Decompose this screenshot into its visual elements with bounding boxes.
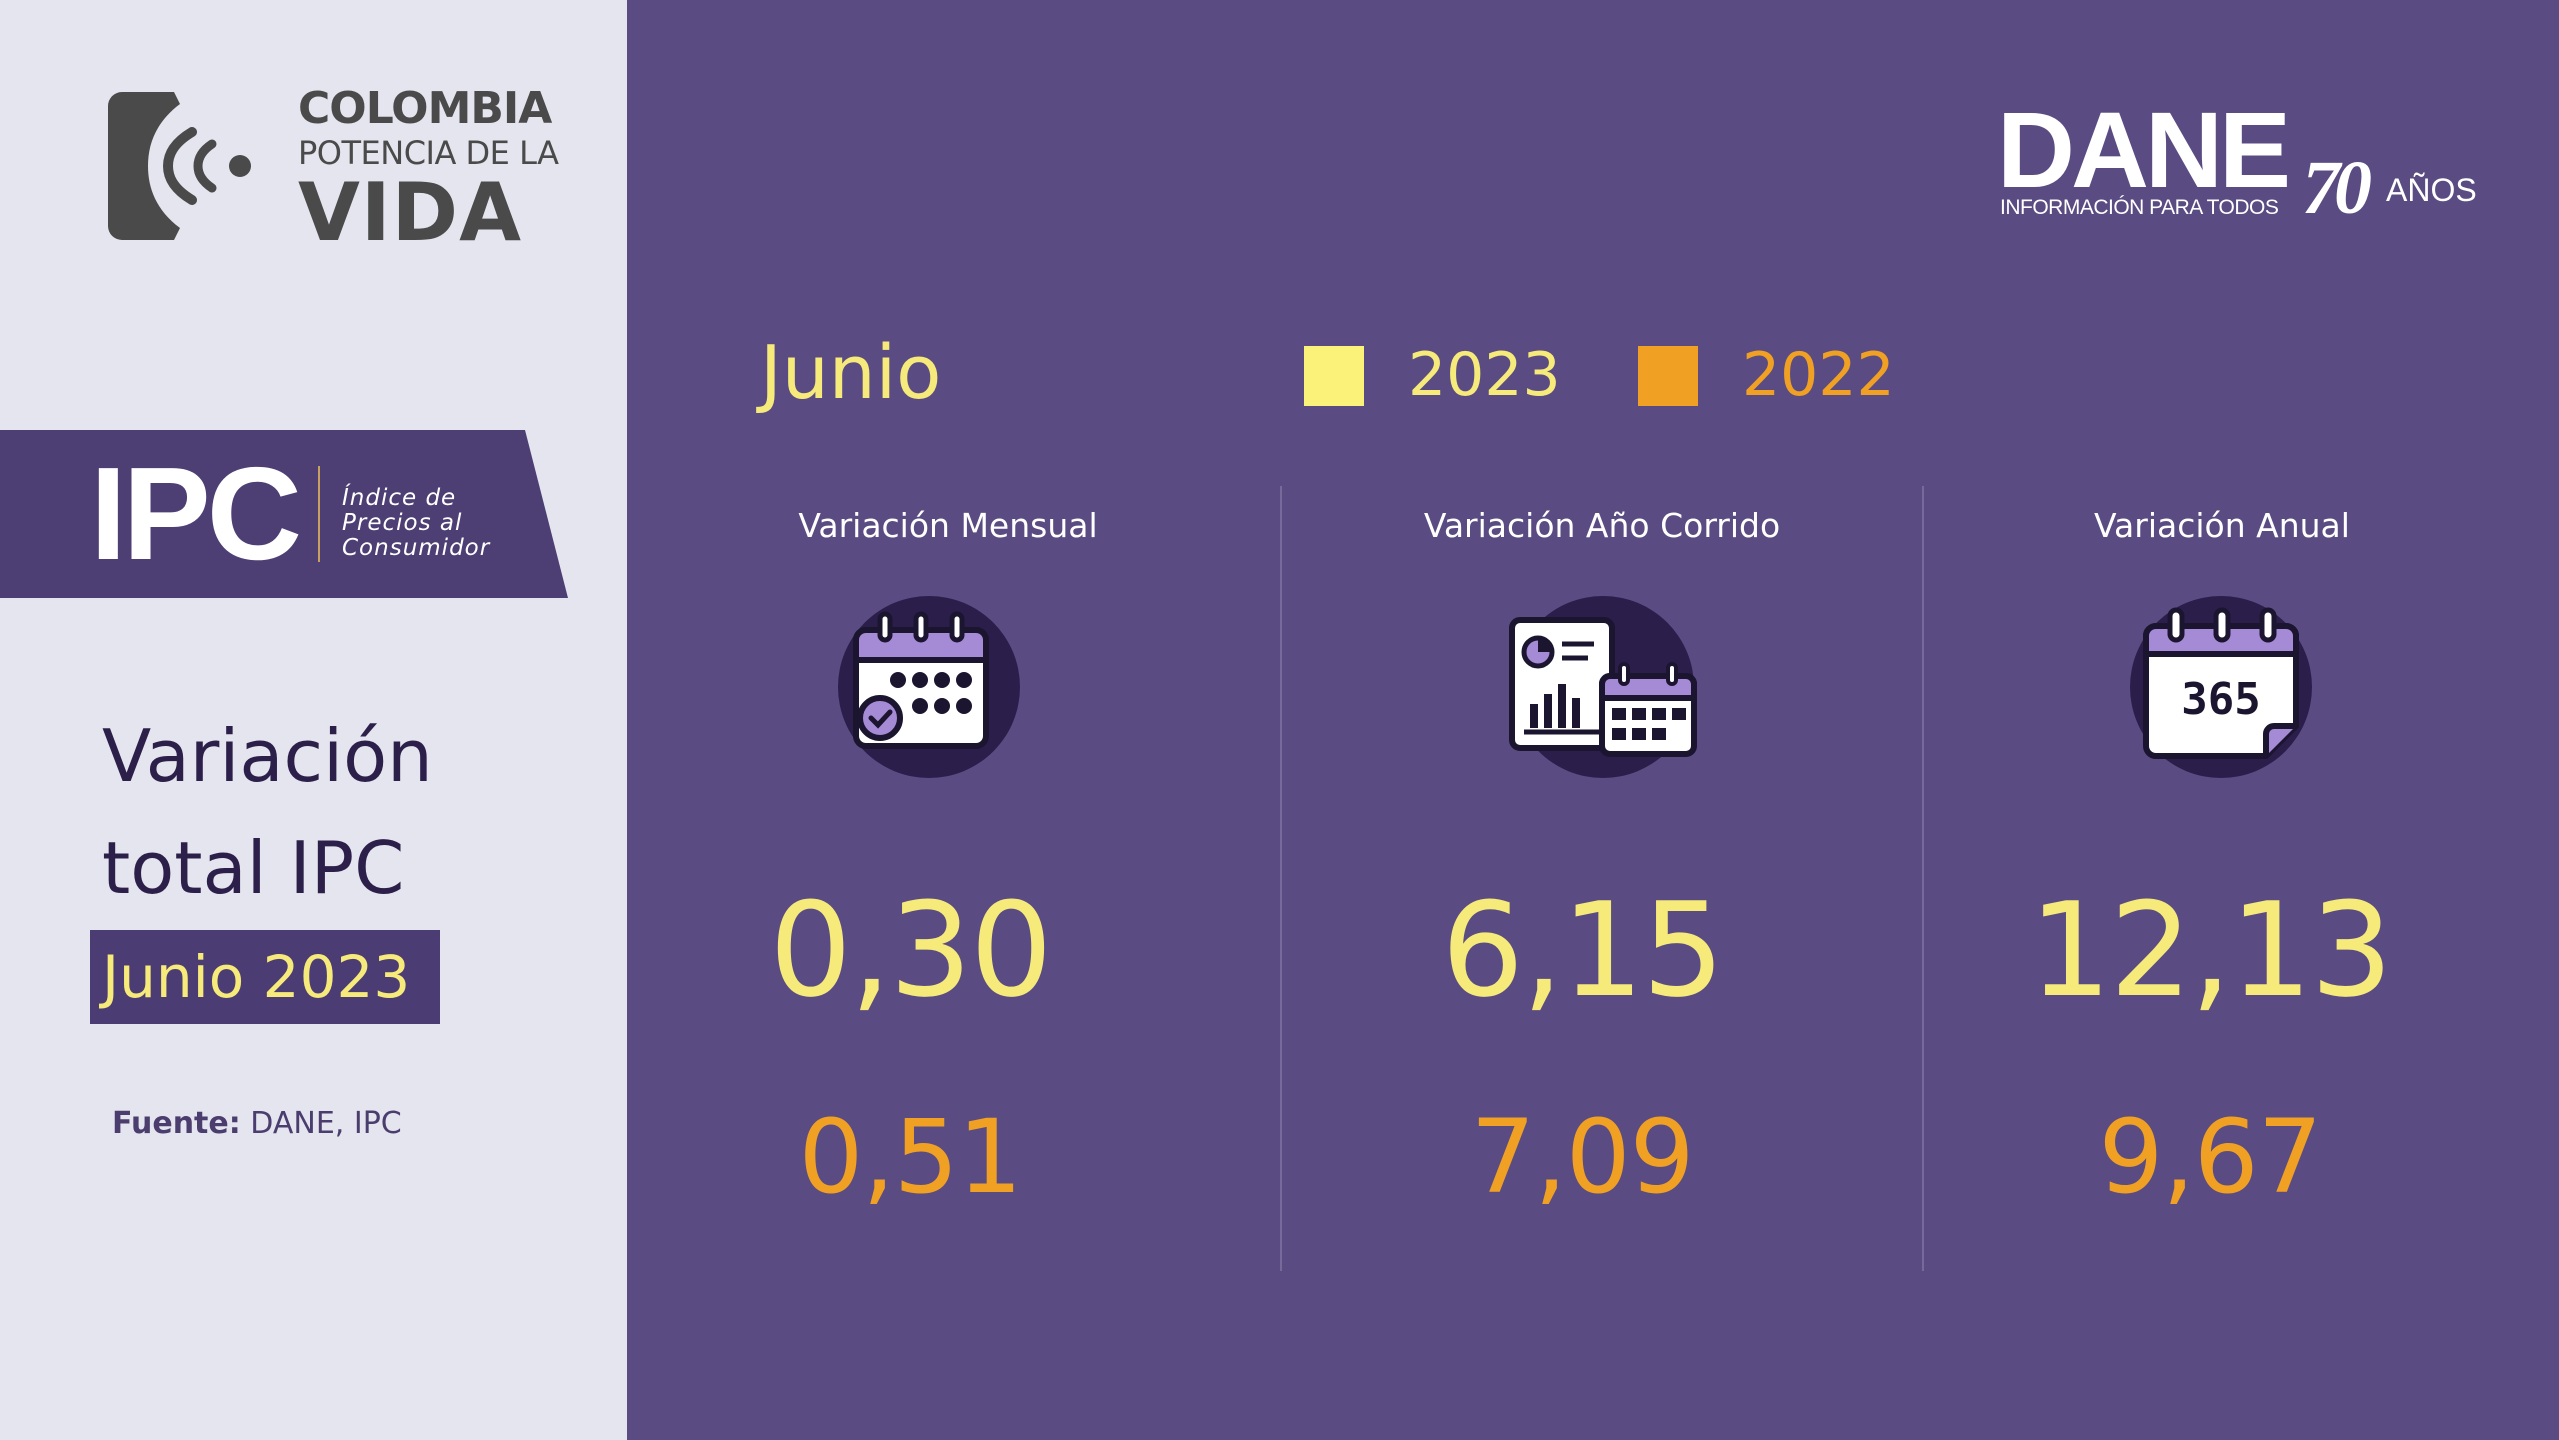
- ipc-acronym: IPC: [90, 440, 302, 587]
- ipc-banner: [0, 430, 568, 598]
- value-2022-mensual: 0,51: [798, 1098, 1022, 1217]
- ipc-full-name: Índice de Precios al Consumidor: [342, 486, 490, 561]
- dane-anniversary-number: 70: [2302, 146, 2372, 230]
- logo-line-3: VIDA: [298, 166, 522, 259]
- calendar-check-icon: [838, 596, 1020, 778]
- colombia-logo-mark-icon: [108, 92, 258, 240]
- legend-label-2022: 2022: [1742, 340, 1895, 410]
- dane-anniversary-word: AÑOS: [2386, 172, 2477, 208]
- source-note: Fuente: DANE, IPC: [112, 1106, 402, 1141]
- column-title-ano-corrido: Variación Año Corrido: [1423, 506, 1781, 545]
- value-2022-ano-corrido: 7,09: [1470, 1098, 1694, 1217]
- calendar-365-icon: 365: [2130, 596, 2312, 778]
- source-value: DANE, IPC: [250, 1106, 402, 1141]
- period-badge: Junio 2023: [90, 930, 440, 1024]
- column-title-anual: Variación Anual: [2094, 506, 2350, 545]
- value-2023-ano-corrido: 6,15: [1441, 874, 1724, 1026]
- value-2022-anual: 9,67: [2098, 1098, 2322, 1217]
- left-panel: [0, 0, 627, 1440]
- logo-line-2: POTENCIA DE LA: [298, 134, 559, 172]
- column-divider: [1280, 486, 1282, 1271]
- legend-swatch-2023: [1304, 346, 1364, 406]
- logo-line-1: COLOMBIA: [298, 83, 552, 134]
- legend-swatch-2022: [1638, 346, 1698, 406]
- month-heading: Junio: [760, 330, 942, 416]
- column-divider: [1922, 486, 1924, 1271]
- value-2023-mensual: 0,30: [769, 874, 1052, 1026]
- sidebar-title: Variación total IPC: [102, 700, 433, 924]
- ipc-full-name-line: Índice de: [342, 485, 457, 511]
- ipc-full-name-line: Consumidor: [342, 535, 491, 561]
- report-calendar-icon: [1509, 596, 1697, 778]
- ipc-divider: [318, 466, 320, 562]
- column-title-mensual: Variación Mensual: [798, 506, 1098, 545]
- sidebar-title-line-2: total IPC: [102, 826, 405, 910]
- colombia-logo-text: COLOMBIA POTENCIA DE LA VIDA: [298, 84, 559, 254]
- value-2023-anual: 12,13: [2028, 874, 2393, 1026]
- dane-logo-tagline: INFORMACIÓN PARA TODOS: [2000, 196, 2279, 219]
- ipc-full-name-line: Precios al: [342, 510, 463, 536]
- calendar-365-text: 365: [2181, 674, 2260, 725]
- source-label: Fuente:: [112, 1106, 241, 1141]
- sidebar-title-line-1: Variación: [102, 714, 433, 798]
- period-label: Junio 2023: [102, 943, 411, 1011]
- legend-label-2023: 2023: [1408, 340, 1561, 410]
- dane-logo-name: DANE: [1997, 89, 2291, 210]
